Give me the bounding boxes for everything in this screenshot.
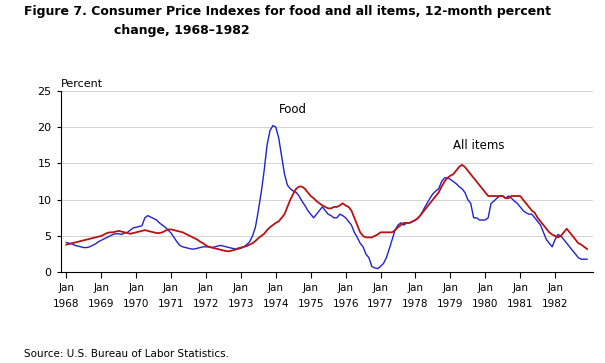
Text: 1976: 1976 <box>332 299 359 310</box>
Text: Jan: Jan <box>302 283 319 293</box>
Text: Jan: Jan <box>407 283 423 293</box>
Text: 1980: 1980 <box>472 299 499 310</box>
Text: Jan: Jan <box>512 283 528 293</box>
Text: 1977: 1977 <box>367 299 394 310</box>
Text: 1968: 1968 <box>53 299 80 310</box>
Text: Jan: Jan <box>268 283 284 293</box>
Text: 1969: 1969 <box>88 299 114 310</box>
Text: Jan: Jan <box>58 283 74 293</box>
Text: Jan: Jan <box>233 283 249 293</box>
Text: change, 1968–1982: change, 1968–1982 <box>114 24 249 37</box>
Text: Jan: Jan <box>93 283 110 293</box>
Text: 1974: 1974 <box>263 299 289 310</box>
Text: Jan: Jan <box>128 283 144 293</box>
Text: Source: U.S. Bureau of Labor Statistics.: Source: U.S. Bureau of Labor Statistics. <box>24 349 229 359</box>
Text: 1971: 1971 <box>158 299 185 310</box>
Text: 1972: 1972 <box>193 299 219 310</box>
Text: 1982: 1982 <box>542 299 568 310</box>
Text: Jan: Jan <box>373 283 388 293</box>
Text: Figure 7. Consumer Price Indexes for food and all items, 12-month percent: Figure 7. Consumer Price Indexes for foo… <box>24 5 551 19</box>
Text: Food: Food <box>279 103 307 116</box>
Text: 1978: 1978 <box>402 299 429 310</box>
Text: 1979: 1979 <box>437 299 463 310</box>
Text: 1981: 1981 <box>507 299 534 310</box>
Text: Jan: Jan <box>163 283 179 293</box>
Text: Jan: Jan <box>198 283 214 293</box>
Text: 1975: 1975 <box>298 299 324 310</box>
Text: Jan: Jan <box>547 283 563 293</box>
Text: All items: All items <box>453 139 505 152</box>
Text: Percent: Percent <box>60 79 103 89</box>
Text: Jan: Jan <box>477 283 493 293</box>
Text: Jan: Jan <box>442 283 459 293</box>
Text: 1973: 1973 <box>227 299 254 310</box>
Text: Jan: Jan <box>338 283 353 293</box>
Text: 1970: 1970 <box>123 299 149 310</box>
